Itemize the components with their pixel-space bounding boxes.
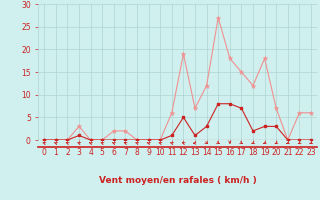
X-axis label: Vent moyen/en rafales ( km/h ): Vent moyen/en rafales ( km/h ) xyxy=(99,176,256,185)
